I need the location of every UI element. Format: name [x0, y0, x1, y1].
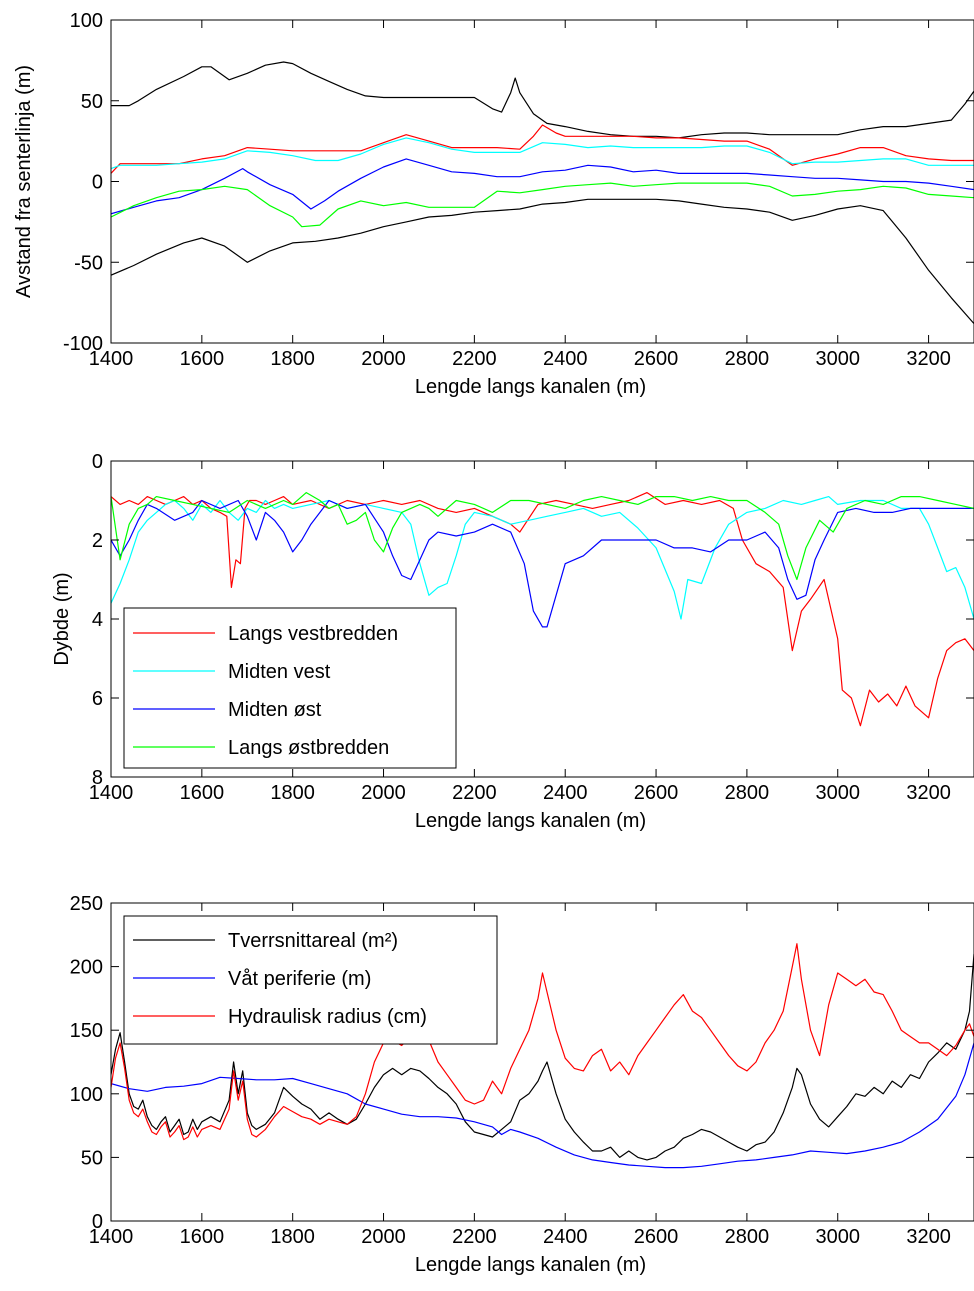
x-tick-label: 2800	[725, 348, 770, 370]
axes-frame	[110, 902, 974, 1222]
series-line-1	[111, 492, 974, 727]
axes-frame	[110, 19, 974, 344]
y-tick-label: 0	[92, 451, 103, 473]
series-group	[111, 492, 974, 727]
legend: Tverrsnittareal (m²) Våt periferie (m) Hyd…	[123, 915, 498, 1045]
x-tick-label: 3000	[815, 782, 860, 804]
legend-label: Langs østbredden	[228, 737, 389, 759]
series-line-3	[111, 124, 974, 174]
chart-panel-1: 1400 1600 1800 2000 2200 2400 2600 2800 3000 3200…	[13, 10, 974, 398]
y-tick-label: 150	[70, 1020, 103, 1042]
x-axis-label: Lengde langs kanalen (m)	[415, 376, 646, 398]
x-tick-label: 2000	[361, 348, 406, 370]
series-line-3	[111, 499, 974, 628]
series-line-2	[111, 1042, 974, 1169]
y-tick-label: 50	[81, 1147, 103, 1169]
series-line-4	[111, 492, 974, 581]
y-tick-label: 100	[70, 1084, 103, 1106]
x-tick-label: 2000	[361, 782, 406, 804]
x-tick-label: 1800	[270, 348, 315, 370]
x-tick-label: 2200	[452, 1226, 497, 1248]
series-line-2	[111, 496, 974, 620]
x-tick-label: 2400	[543, 348, 588, 370]
legend-label: Tverrsnittareal (m²)	[228, 930, 398, 952]
series-group	[111, 943, 974, 1169]
y-tick-label: 4	[92, 609, 103, 631]
series-line-2	[111, 198, 974, 324]
x-axis-label: Lengde langs kanalen (m)	[415, 810, 646, 832]
x-tick-label: 1600	[180, 1226, 225, 1248]
y-axis-label: Dybde (m)	[51, 572, 73, 665]
x-tick-label: 3200	[906, 348, 951, 370]
y-tick-label: -100	[63, 333, 103, 355]
x-tick-label: 2200	[452, 782, 497, 804]
legend-label: Våt periferie (m)	[228, 968, 371, 990]
x-tick-label: 1800	[270, 782, 315, 804]
x-tick-label: 2600	[634, 782, 679, 804]
y-tick-label: 200	[70, 957, 103, 979]
series-line-3	[111, 943, 974, 1141]
series-line-1	[111, 61, 974, 139]
chart-panel-2: 1400 1600 1800 2000 2200 2400 2600 2800 3000 3200…	[51, 451, 974, 832]
y-tick-label: 100	[70, 10, 103, 32]
y-tick-label: 8	[92, 767, 103, 789]
y-tick-label: 2	[92, 530, 103, 552]
x-axis-label: Lengde langs kanalen (m)	[415, 1254, 646, 1276]
x-tick-label: 2400	[543, 1226, 588, 1248]
chart-panel-3: 1400 1600 1800 2000 2200 2400 2600 2800 3000 3200…	[70, 893, 974, 1276]
y-tick-label: 0	[92, 172, 103, 194]
legend-label: Langs vestbredden	[228, 623, 398, 645]
x-tick-label: 1600	[180, 782, 225, 804]
legend-label: Midten vest	[228, 661, 331, 683]
legend-label: Midten øst	[228, 699, 322, 721]
x-tick-label: 1800	[270, 1226, 315, 1248]
series-line-6	[111, 182, 974, 228]
y-axis-label: Avstand fra senterlinja (m)	[13, 65, 35, 298]
x-tick-label: 3200	[906, 782, 951, 804]
x-tick-label: 2600	[634, 1226, 679, 1248]
series-line-4	[111, 137, 974, 170]
x-tick-label: 2000	[361, 1226, 406, 1248]
x-tick-label: 3000	[815, 348, 860, 370]
y-tick-label: 250	[70, 893, 103, 915]
x-tick-label: 2800	[725, 782, 770, 804]
series-group	[111, 61, 974, 324]
x-tick-label: 1400	[89, 782, 134, 804]
x-tick-label: 2600	[634, 348, 679, 370]
x-tick-label: 1400	[89, 348, 134, 370]
legend: Langs vestbredden Midten vest Midten øst La…	[123, 607, 457, 769]
x-tick-label: 3000	[815, 1226, 860, 1248]
x-tick-label: 1400	[89, 1226, 134, 1248]
x-tick-label: 3200	[906, 1226, 951, 1248]
series-line-5	[111, 158, 974, 215]
x-tick-label: 2800	[725, 1226, 770, 1248]
y-tick-label: -50	[74, 252, 103, 274]
series-line-1	[111, 953, 974, 1161]
x-tick-label: 2400	[543, 782, 588, 804]
x-tick-label: 1600	[180, 348, 225, 370]
y-tick-label: 6	[92, 688, 103, 710]
y-tick-label: 50	[81, 91, 103, 113]
legend-box	[123, 915, 498, 1045]
legend-box	[123, 607, 457, 769]
legend-label: Hydraulisk radius (cm)	[228, 1006, 427, 1028]
x-tick-label: 2200	[452, 348, 497, 370]
y-tick-label: 0	[92, 1211, 103, 1233]
